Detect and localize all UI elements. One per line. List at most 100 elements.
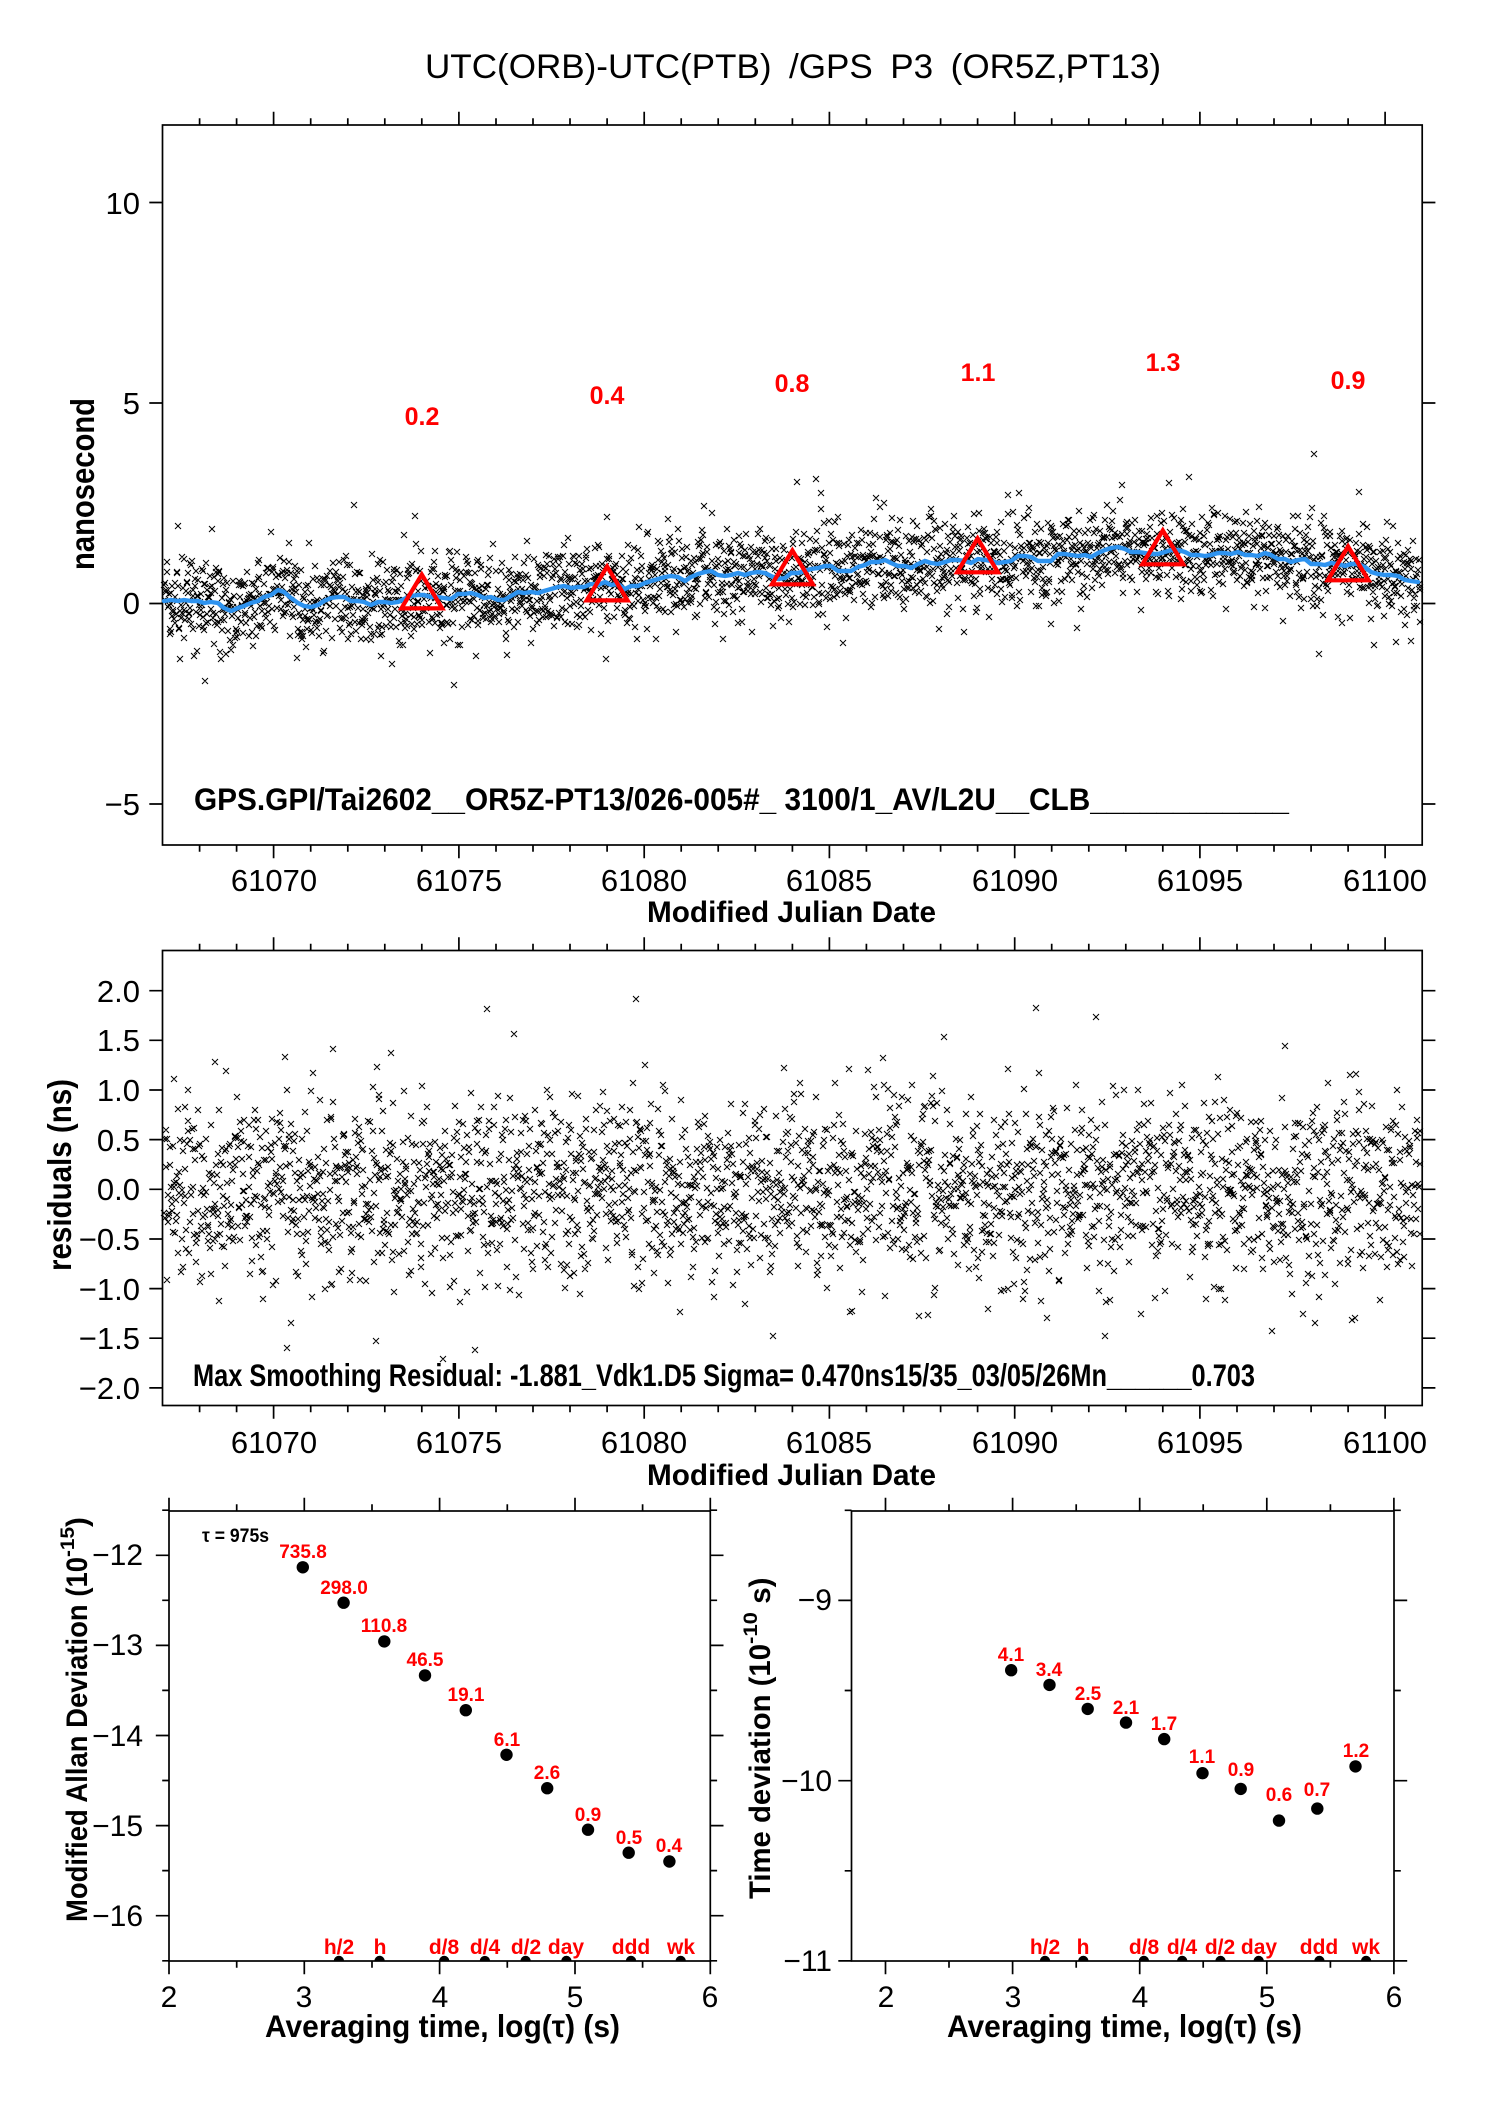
svg-text:1.5: 1.5 [97, 1023, 140, 1058]
svg-text:0: 0 [123, 586, 140, 621]
svg-text:1.1: 1.1 [1189, 1747, 1216, 1768]
svg-text:1.1: 1.1 [961, 359, 996, 387]
svg-text:61085: 61085 [786, 1425, 872, 1460]
svg-text:0.7: 0.7 [1304, 1780, 1330, 1801]
svg-text:Modified Julian Date: Modified Julian Date [647, 1459, 936, 1492]
svg-text:2.5: 2.5 [1075, 1684, 1102, 1705]
svg-text:h/2: h/2 [324, 1936, 354, 1959]
svg-text:wk: wk [666, 1936, 695, 1959]
svg-text:0.6: 0.6 [1266, 1785, 1292, 1806]
svg-text:τ = 975s: τ = 975s [202, 1526, 269, 1547]
svg-text:19.1: 19.1 [448, 1685, 485, 1706]
svg-text:10: 10 [106, 186, 140, 221]
svg-text:s): s) [744, 1578, 777, 1612]
svg-text:nanosecond: nanosecond [64, 398, 101, 570]
svg-text:0.2: 0.2 [405, 403, 440, 431]
svg-text:−2.0: −2.0 [79, 1371, 140, 1406]
svg-text:61090: 61090 [972, 863, 1058, 898]
svg-text:61100: 61100 [1343, 863, 1427, 898]
svg-text:Max Smoothing Residual: -1.881: Max Smoothing Residual: -1.881_Vdk1.D5 S… [193, 1357, 1255, 1393]
svg-text:3: 3 [296, 1981, 313, 2014]
svg-text:residuals (ns): residuals (ns) [41, 1079, 78, 1271]
svg-text:2: 2 [878, 1981, 895, 2014]
svg-text:1.0: 1.0 [97, 1073, 140, 1108]
svg-text:2.0: 2.0 [97, 974, 140, 1009]
svg-text:wk: wk [1351, 1936, 1380, 1959]
svg-text:1.7: 1.7 [1151, 1714, 1177, 1735]
svg-text:0.5: 0.5 [616, 1828, 643, 1849]
svg-text:Averaging time, log(τ) (s): Averaging time, log(τ) (s) [947, 2008, 1302, 2044]
svg-text:-10: -10 [741, 1612, 762, 1644]
svg-text:0.8: 0.8 [775, 370, 810, 398]
svg-text:0.4: 0.4 [656, 1836, 683, 1857]
svg-text:d/2: d/2 [511, 1936, 541, 1959]
svg-text:d/8: d/8 [429, 1936, 460, 1959]
svg-text:2: 2 [161, 1981, 178, 2014]
svg-text:day: day [548, 1936, 585, 1959]
svg-text:d/4: d/4 [470, 1936, 501, 1959]
svg-text:−1.0: −1.0 [79, 1272, 140, 1307]
svg-text:−14: −14 [92, 1720, 143, 1753]
svg-text:298.0: 298.0 [320, 1578, 368, 1599]
svg-text:61095: 61095 [1157, 863, 1243, 898]
svg-text:4: 4 [432, 1981, 449, 2014]
svg-text:ddd: ddd [1300, 1936, 1338, 1959]
svg-text:0.9: 0.9 [1228, 1760, 1254, 1781]
svg-text:h: h [1077, 1936, 1090, 1959]
svg-text:0.5: 0.5 [97, 1123, 140, 1158]
svg-text:4.1: 4.1 [998, 1645, 1025, 1666]
svg-text:46.5: 46.5 [407, 1650, 444, 1671]
svg-text:UTC(ORB)-UTC(PTB) /GPS P3 (OR5: UTC(ORB)-UTC(PTB) /GPS P3 (OR5Z,PT13) [425, 48, 1161, 86]
svg-text:0.9: 0.9 [1331, 367, 1366, 395]
svg-text:−10: −10 [781, 1765, 832, 1798]
svg-text:−9: −9 [798, 1584, 832, 1617]
svg-text:110.8: 110.8 [361, 1616, 408, 1637]
svg-text:61075: 61075 [416, 1425, 502, 1460]
svg-text:Averaging time, log(τ) (s): Averaging time, log(τ) (s) [265, 2008, 620, 2044]
svg-text:h/2: h/2 [1030, 1936, 1060, 1959]
svg-text:6.1: 6.1 [494, 1730, 521, 1751]
svg-text:1.2: 1.2 [1343, 1741, 1369, 1762]
svg-text:−5: −5 [105, 787, 140, 822]
svg-text:Modified Allan Deviation (10: Modified Allan Deviation (10 [61, 1557, 94, 1922]
svg-text:5: 5 [1259, 1981, 1276, 2014]
svg-text:h: h [374, 1936, 387, 1959]
svg-text:0.9: 0.9 [575, 1805, 601, 1826]
svg-text:−15: −15 [92, 1810, 143, 1843]
svg-text:2.1: 2.1 [1113, 1698, 1140, 1719]
svg-text:1.3: 1.3 [1146, 349, 1181, 377]
svg-text:−16: −16 [92, 1900, 143, 1933]
svg-text:-15: -15 [58, 1527, 79, 1557]
svg-text:3: 3 [1005, 1981, 1022, 2014]
svg-text:61075: 61075 [416, 863, 502, 898]
svg-text:3.4: 3.4 [1036, 1660, 1063, 1681]
svg-text:2.6: 2.6 [534, 1763, 560, 1784]
svg-text:day: day [1241, 1936, 1278, 1959]
svg-text:61080: 61080 [601, 863, 687, 898]
svg-text:d/2: d/2 [1205, 1936, 1235, 1959]
svg-text:61080: 61080 [601, 1425, 687, 1460]
svg-text:5: 5 [567, 1981, 584, 2014]
svg-text:61090: 61090 [972, 1425, 1058, 1460]
svg-text:−12: −12 [92, 1539, 143, 1572]
svg-text:GPS.GPI/Tai2602__OR5Z-PT13/026: GPS.GPI/Tai2602__OR5Z-PT13/026-005#_ 310… [194, 781, 1289, 817]
svg-text:0.0: 0.0 [97, 1172, 140, 1207]
svg-text:61085: 61085 [786, 863, 872, 898]
svg-text:−0.5: −0.5 [79, 1222, 140, 1257]
svg-text:61070: 61070 [231, 1425, 317, 1460]
svg-text:): ) [61, 1517, 94, 1527]
svg-text:6: 6 [702, 1981, 719, 2014]
svg-text:6: 6 [1386, 1981, 1403, 2014]
svg-text:61095: 61095 [1157, 1425, 1243, 1460]
svg-text:−13: −13 [92, 1629, 143, 1662]
svg-text:735.8: 735.8 [279, 1542, 327, 1563]
svg-text:61100: 61100 [1343, 1425, 1427, 1460]
svg-text:Time deviation (10: Time deviation (10 [744, 1644, 777, 1899]
svg-text:d/4: d/4 [1167, 1936, 1198, 1959]
svg-text:−11: −11 [783, 1945, 832, 1978]
svg-text:61070: 61070 [231, 863, 317, 898]
svg-text:ddd: ddd [612, 1936, 650, 1959]
svg-text:5: 5 [123, 386, 140, 421]
svg-text:d/8: d/8 [1129, 1936, 1160, 1959]
svg-text:4: 4 [1132, 1981, 1149, 2014]
